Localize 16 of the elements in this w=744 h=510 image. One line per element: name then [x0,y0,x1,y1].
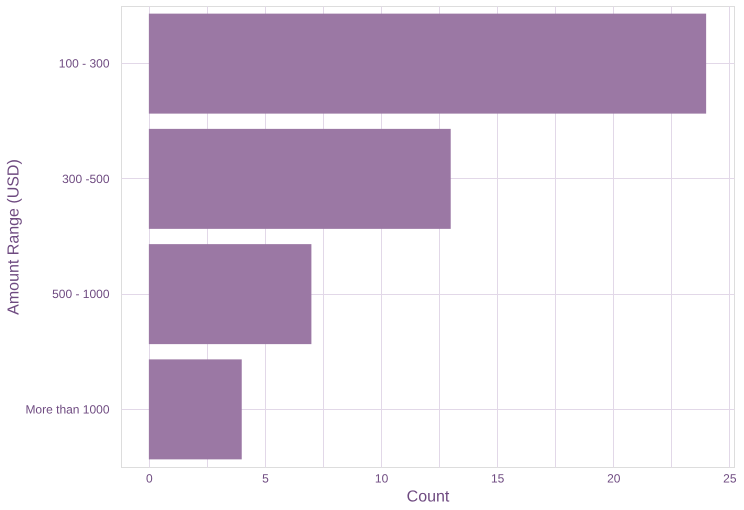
bar [148,14,706,114]
y-tick-label: More than 1000 [25,402,110,416]
y-axis-title: Amount Range (USD) [5,159,22,315]
bar [148,128,451,229]
x-tick-label: 5 [262,472,270,486]
x-tick-label: 0 [146,472,154,486]
x-axis-title: Count [406,488,450,506]
bar [148,244,312,344]
y-tick-label: 500 - 1000 [52,287,110,302]
x-tick-label: 25 [723,472,737,486]
x-tick-label: 10 [374,472,389,486]
y-tick-label: 100 - 300 [58,56,110,71]
y-tick-label: 300 -500 [62,172,110,186]
x-tick-label: 15 [490,472,505,486]
x-tick-label: 20 [607,472,621,486]
bar [148,359,242,460]
